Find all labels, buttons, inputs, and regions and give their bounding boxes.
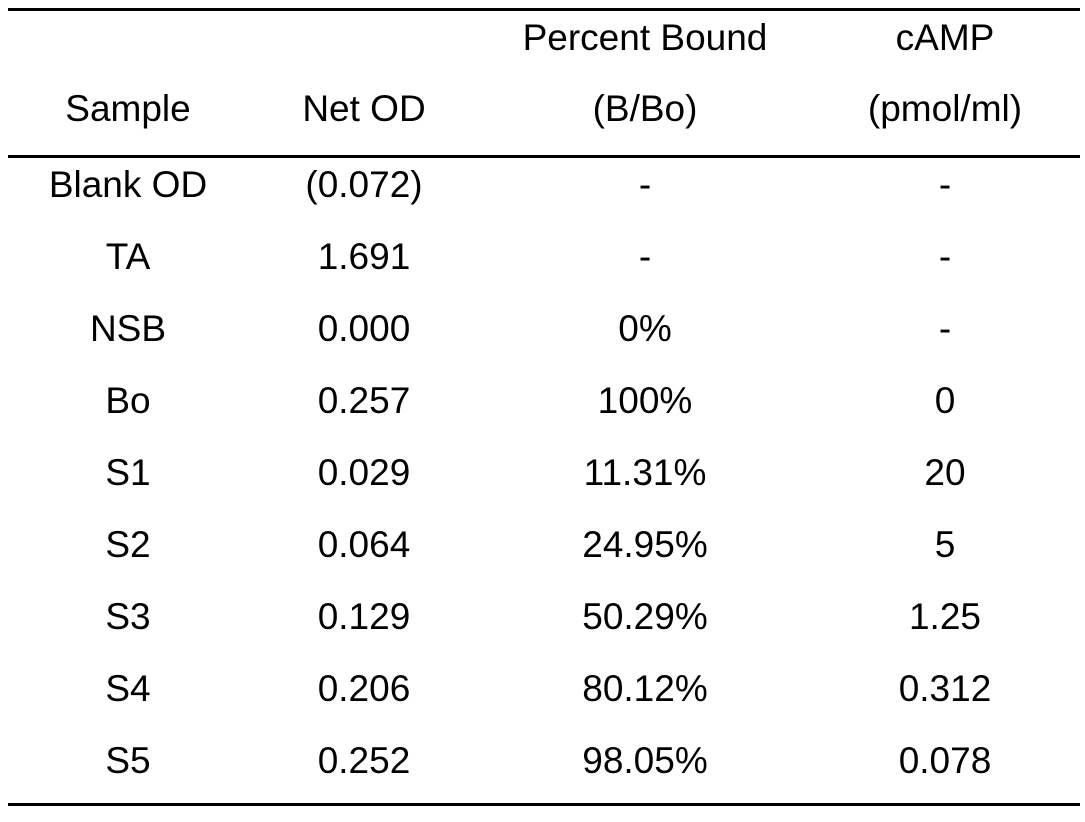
- cell-sample: S4: [105, 668, 151, 709]
- cell-sample: NSB: [89, 308, 167, 349]
- cell-net-od: 0.000: [317, 308, 411, 349]
- cell-camp: 5: [934, 524, 956, 565]
- header-pmol-ml: (pmol/ml): [867, 88, 1023, 129]
- table-header-rule: [8, 155, 1080, 158]
- header-camp: cAMP: [895, 17, 995, 58]
- cell-camp: 0.312: [898, 668, 992, 709]
- cell-sample: TA: [105, 236, 151, 277]
- cell-camp: -: [938, 308, 952, 349]
- cell-net-od: (0.072): [305, 164, 423, 205]
- cell-camp: 0.078: [898, 740, 992, 781]
- cell-camp: 20: [924, 452, 966, 493]
- cell-camp: -: [938, 164, 952, 205]
- header-sample: Sample: [65, 88, 191, 129]
- cell-percent-bound: 24.95%: [582, 524, 708, 565]
- cell-net-od: 1.691: [317, 236, 411, 277]
- table-top-rule: [8, 8, 1080, 11]
- cell-net-od: 0.129: [317, 596, 411, 637]
- cell-percent-bound: 50.29%: [582, 596, 708, 637]
- cell-percent-bound: 98.05%: [582, 740, 708, 781]
- cell-sample: S2: [105, 524, 151, 565]
- cell-net-od: 0.206: [317, 668, 411, 709]
- cell-percent-bound: 11.31%: [583, 452, 707, 493]
- cell-sample: S5: [105, 740, 151, 781]
- cell-net-od: 0.029: [317, 452, 411, 493]
- cell-percent-bound: 80.12%: [582, 668, 708, 709]
- cell-percent-bound: 100%: [597, 380, 693, 421]
- cell-camp: -: [938, 236, 952, 277]
- cell-sample: Bo: [105, 380, 151, 421]
- cell-percent-bound: 0%: [618, 308, 672, 349]
- cell-camp: 0: [934, 380, 956, 421]
- header-b-bo: (B/Bo): [592, 88, 698, 129]
- cell-net-od: 0.064: [317, 524, 411, 565]
- cell-percent-bound: -: [638, 164, 652, 205]
- cell-net-od: 0.252: [317, 740, 411, 781]
- header-net-od: Net OD: [302, 88, 426, 129]
- header-percent-bound: Percent Bound: [522, 17, 768, 58]
- cell-camp: 1.25: [908, 596, 981, 637]
- cell-net-od: 0.257: [317, 380, 411, 421]
- cell-sample: Blank OD: [48, 164, 208, 205]
- cell-sample: S1: [105, 452, 151, 493]
- table-bottom-rule: [8, 803, 1080, 806]
- cell-percent-bound: -: [638, 236, 652, 277]
- cell-sample: S3: [105, 596, 151, 637]
